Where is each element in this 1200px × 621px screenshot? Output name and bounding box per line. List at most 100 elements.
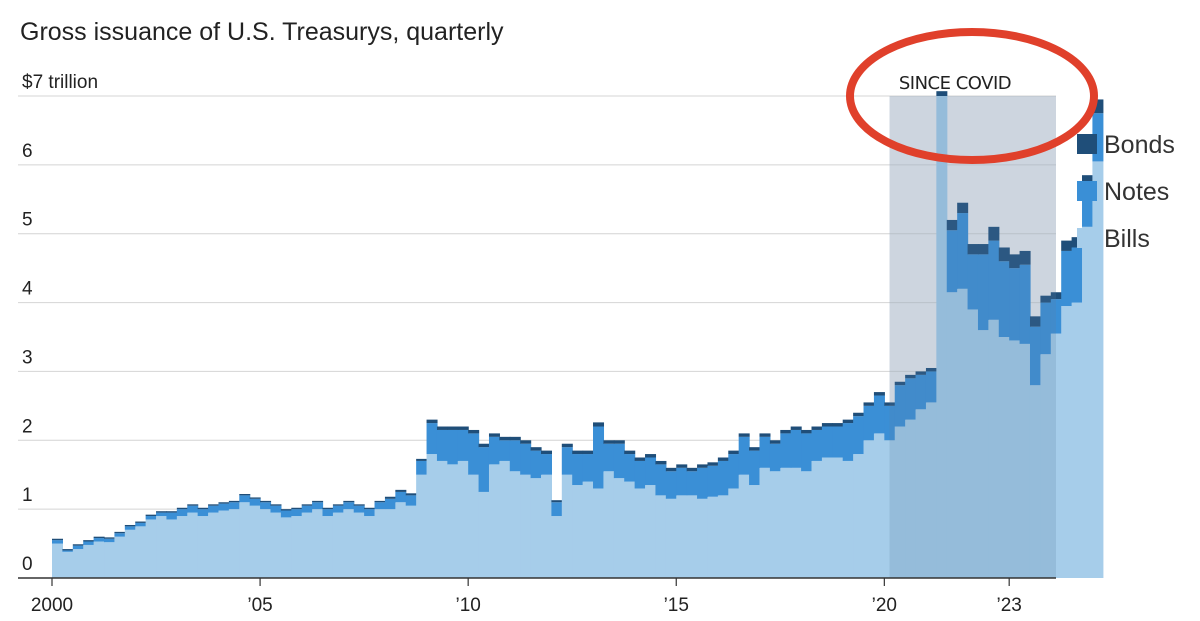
bar-bonds-27	[332, 504, 344, 506]
bar-bonds-54	[613, 440, 625, 444]
bar-notes-76	[842, 423, 854, 461]
bar-notes-32	[384, 498, 396, 510]
bar-bills-39	[457, 460, 469, 578]
y-tick-label: 3	[22, 347, 33, 368]
bar-notes-89	[977, 254, 989, 331]
bar-notes-15	[208, 505, 220, 513]
bar-bonds-66	[738, 433, 750, 437]
bar-bonds-1	[62, 549, 74, 551]
bar-bonds-5	[104, 537, 116, 539]
bar-notes-86	[946, 230, 958, 293]
bar-bills-11	[166, 519, 178, 578]
bar-bonds-44	[509, 436, 521, 441]
bar-bonds-77	[853, 412, 865, 417]
bar-notes-91	[998, 261, 1010, 337]
bar-bills-30	[364, 516, 376, 578]
bar-notes-79	[873, 395, 885, 434]
bar-bills-5	[104, 542, 116, 578]
bar-bills-89	[977, 330, 989, 578]
x-tick-label: ’05	[247, 595, 272, 616]
bar-bonds-71	[790, 426, 802, 430]
bar-bills-72	[801, 471, 813, 578]
bar-notes-34	[405, 495, 417, 506]
legend-label-notes: Notes	[1104, 178, 1169, 206]
bar-notes-93	[1019, 264, 1031, 344]
bar-bills-23	[291, 516, 303, 578]
bar-notes-14	[197, 509, 209, 517]
bar-notes-72	[801, 433, 813, 472]
bar-notes-95	[1040, 302, 1052, 355]
bar-bonds-50	[572, 450, 584, 455]
bar-bonds-19	[249, 497, 261, 499]
bar-bonds-92	[1009, 254, 1021, 269]
bar-bills-18	[239, 502, 251, 578]
bar-bonds-11	[166, 511, 178, 513]
bar-notes-94	[1029, 326, 1041, 386]
bar-notes-4	[93, 538, 105, 542]
bar-notes-51	[582, 454, 594, 482]
bar-bonds-80	[884, 402, 896, 406]
bar-bills-55	[624, 481, 636, 578]
bars-layer	[52, 91, 1104, 579]
covid-shade-overlay	[889, 96, 1056, 578]
bar-bills-17	[228, 509, 240, 578]
bar-bills-65	[728, 488, 740, 578]
bar-bills-61	[686, 495, 698, 578]
bar-bills-49	[561, 474, 573, 578]
bar-bills-78	[863, 440, 875, 578]
bar-bills-21	[270, 512, 282, 578]
bar-bills-83	[915, 409, 927, 578]
bar-bills-67	[749, 485, 761, 578]
bar-bills-100	[1092, 161, 1104, 578]
bar-bills-71	[790, 467, 802, 578]
bar-bills-76	[842, 460, 854, 578]
bar-notes-60	[676, 467, 688, 496]
bar-bills-16	[218, 510, 230, 578]
bar-bills-86	[946, 292, 958, 578]
bar-bonds-85	[936, 91, 948, 96]
bar-bonds-15	[208, 504, 220, 506]
y-tick-label: 1	[22, 485, 33, 506]
bar-bills-6	[114, 536, 126, 578]
bar-bills-9	[145, 519, 157, 578]
bar-bills-2	[72, 549, 84, 578]
bar-bonds-29	[353, 504, 365, 506]
bar-bonds-69	[769, 440, 781, 444]
bar-bonds-90	[988, 226, 1000, 241]
bar-bonds-12	[176, 507, 188, 510]
bar-notes-87	[957, 213, 969, 289]
bar-bonds-100	[1092, 99, 1104, 114]
bar-bills-59	[665, 498, 677, 578]
bar-bonds-93	[1019, 250, 1031, 265]
bar-bills-54	[613, 478, 625, 578]
bar-bills-82	[905, 419, 917, 578]
bar-bills-66	[738, 474, 750, 578]
bar-bonds-62	[697, 464, 709, 468]
bar-bills-64	[717, 495, 729, 578]
bar-bills-60	[676, 495, 688, 578]
bar-bonds-26	[322, 507, 334, 510]
bar-bills-26	[322, 516, 334, 578]
bar-bills-45	[520, 474, 532, 578]
bar-bonds-30	[364, 507, 376, 510]
bar-notes-54	[613, 443, 625, 479]
bar-notes-6	[114, 533, 126, 537]
bar-bonds-41	[478, 443, 490, 448]
bar-bonds-51	[582, 450, 594, 455]
bar-bonds-10	[156, 511, 168, 513]
bar-bills-3	[83, 544, 95, 578]
bar-bonds-3	[83, 540, 95, 542]
bar-bonds-32	[384, 496, 396, 499]
bar-notes-27	[332, 505, 344, 513]
legend-swatch-bonds	[1077, 134, 1097, 154]
bar-bills-42	[488, 464, 500, 578]
x-tick-label: ’15	[664, 595, 689, 616]
bar-notes-57	[645, 457, 657, 486]
bar-notes-92	[1009, 268, 1021, 341]
y-tick-label: 5	[22, 210, 33, 231]
bar-bills-41	[478, 491, 490, 578]
bar-notes-29	[353, 505, 365, 513]
bar-bonds-91	[998, 247, 1010, 262]
y-tick-label: 6	[22, 141, 33, 162]
